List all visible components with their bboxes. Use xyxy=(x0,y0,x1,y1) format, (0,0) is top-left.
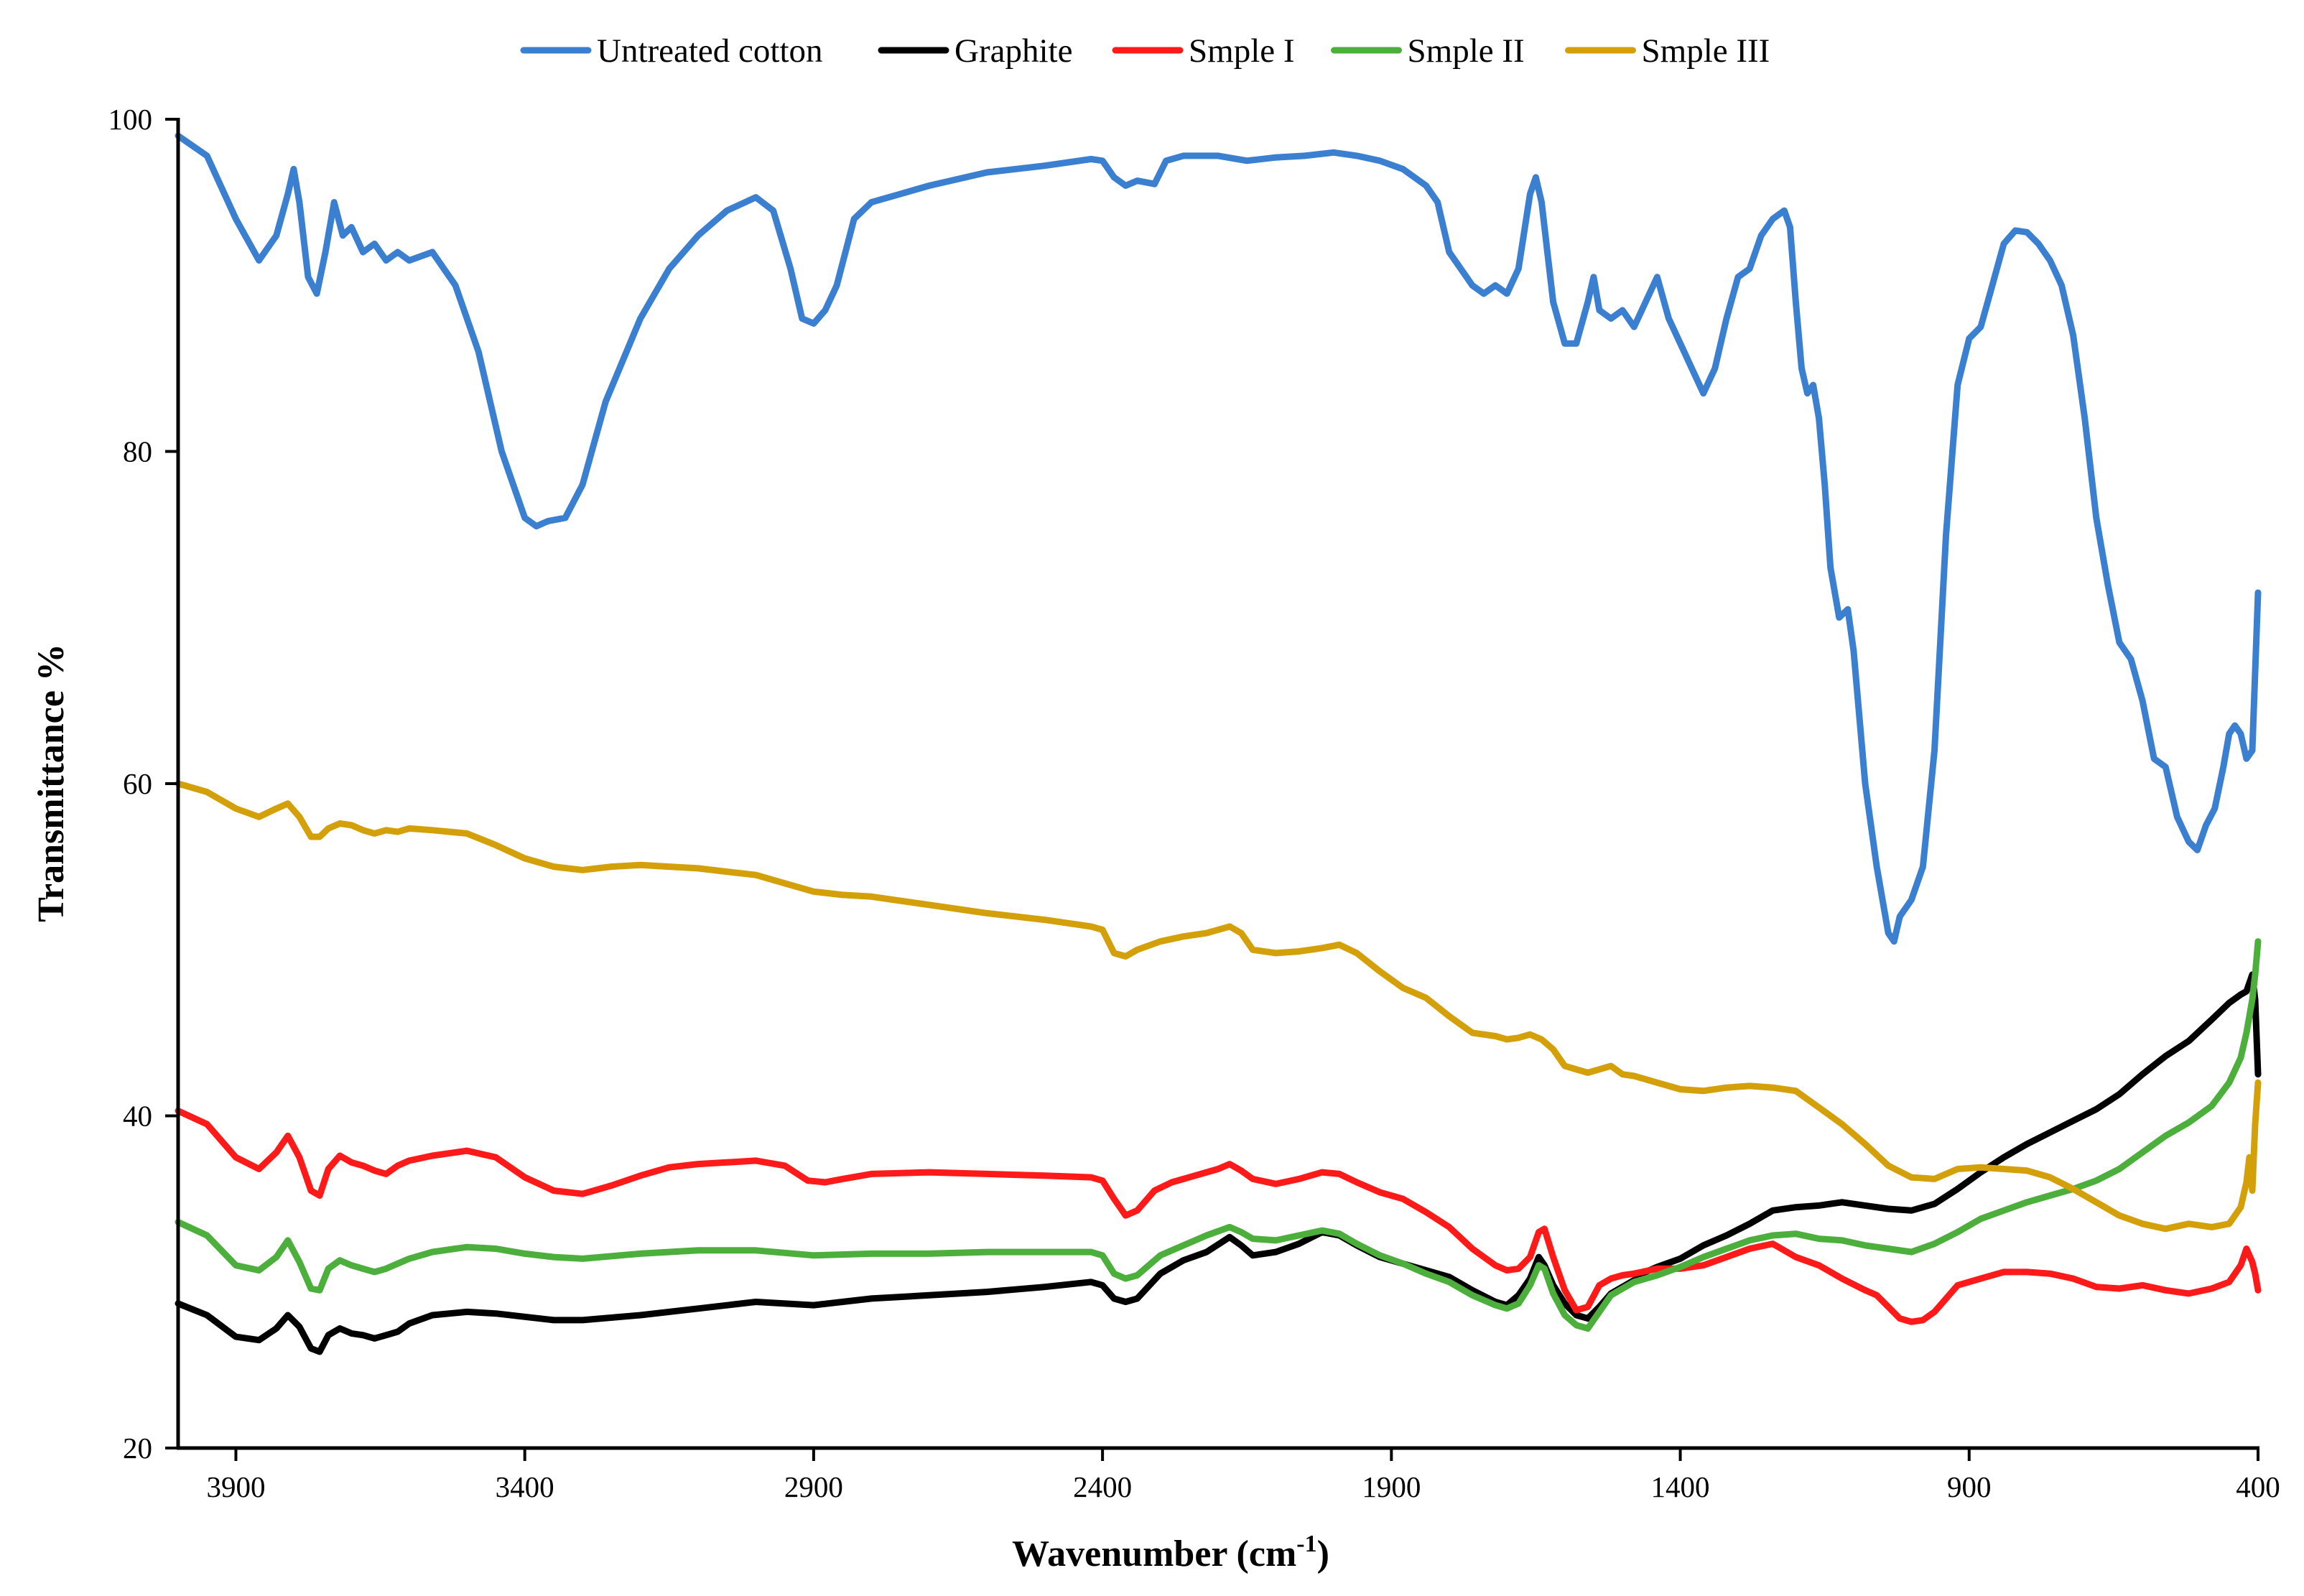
y-tick-label: 20 xyxy=(123,1432,152,1465)
y-tick-label: 80 xyxy=(123,435,152,468)
y-ticks: 20 40 60 80 100 xyxy=(108,103,178,1465)
y-tick-label: 100 xyxy=(108,103,153,136)
legend-item: Untreated cotton xyxy=(520,32,823,70)
legend-label: Smple I xyxy=(1189,32,1295,70)
x-tick-label: 1900 xyxy=(1362,1470,1421,1503)
series-line-3 xyxy=(175,1108,2262,1325)
x-tick-label: 1400 xyxy=(1651,1470,1710,1503)
x-axis-title: Wavenumber (cm-1) xyxy=(1012,1531,1329,1574)
x-tick-label: 400 xyxy=(2236,1470,2280,1503)
series-line-4 xyxy=(175,938,2262,1332)
x-axis-title-main: Wavenumber (cm xyxy=(1012,1534,1296,1574)
y-axis-title: Transmittance % xyxy=(31,644,72,922)
legend: Untreated cotton Graphite Smple I Smple II S… xyxy=(520,32,1770,70)
x-tick-label: 3400 xyxy=(496,1470,554,1503)
x-tick-label: 2900 xyxy=(784,1470,843,1503)
legend-item: Graphite xyxy=(878,32,1072,70)
x-ticks: 3900 3400 2900 2400 1900 1400 900 400 xyxy=(206,1448,2280,1503)
legend-item: Smple II xyxy=(1331,32,1525,70)
x-tick-label: 900 xyxy=(1947,1470,1992,1503)
x-axis-title-superscript: -1 xyxy=(1296,1531,1316,1557)
legend-label: Graphite xyxy=(954,32,1072,70)
legend-label: Smple II xyxy=(1408,32,1525,70)
legend-item: Smple III xyxy=(1565,32,1770,70)
y-tick-label: 60 xyxy=(123,767,152,800)
legend-item: Smple I xyxy=(1112,32,1295,70)
series-line-5 xyxy=(175,780,2262,1233)
series-layer xyxy=(175,132,2262,1355)
x-tick-label: 3900 xyxy=(206,1470,265,1503)
x-axis-title-suffix: ) xyxy=(1317,1534,1329,1574)
y-tick-label: 40 xyxy=(123,1100,152,1133)
legend-label: Untreated cotton xyxy=(597,32,823,70)
series-line-1 xyxy=(175,132,2262,945)
legend-label: Smple III xyxy=(1642,32,1770,70)
x-tick-label: 2400 xyxy=(1073,1470,1132,1503)
